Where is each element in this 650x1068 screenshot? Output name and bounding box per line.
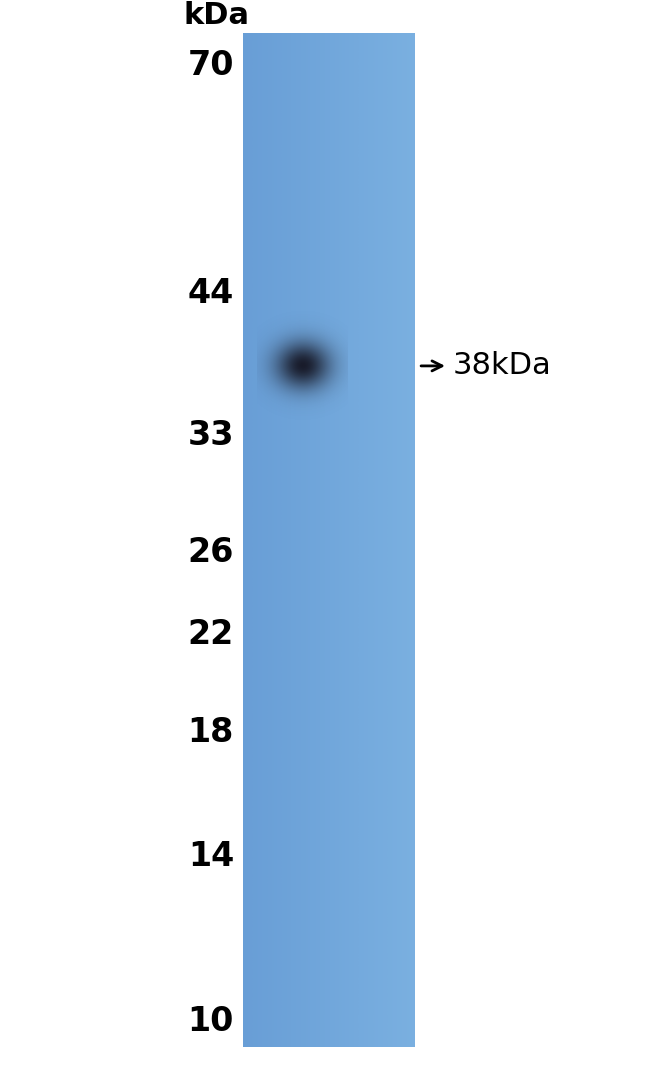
Text: 22: 22 xyxy=(188,617,234,650)
Text: 10: 10 xyxy=(188,1005,234,1038)
Text: 44: 44 xyxy=(188,278,234,311)
Text: 33: 33 xyxy=(187,419,234,452)
Text: 14: 14 xyxy=(188,839,234,873)
Text: 70: 70 xyxy=(187,49,234,82)
Text: 26: 26 xyxy=(188,536,234,569)
Text: kDa: kDa xyxy=(184,1,250,30)
Text: 38kDa: 38kDa xyxy=(452,351,551,380)
Text: 18: 18 xyxy=(188,717,234,750)
